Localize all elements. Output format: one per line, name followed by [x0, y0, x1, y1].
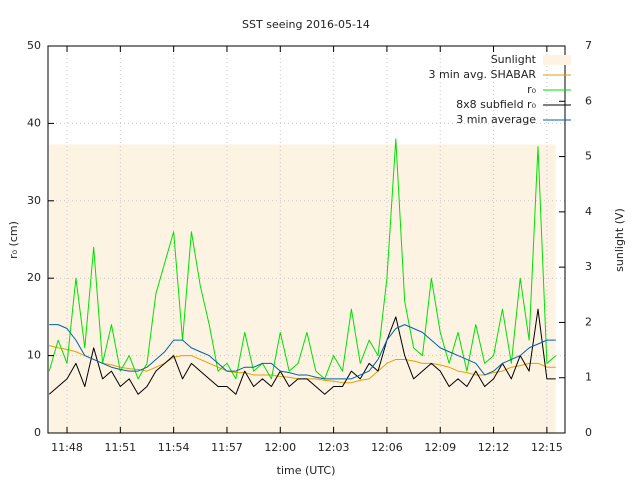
series-line — [48, 308, 556, 395]
y2-tick-label: 2 — [585, 315, 592, 328]
plot-frame — [47, 45, 566, 434]
legend-swatch — [543, 55, 571, 65]
y-tick-label: 40 — [27, 116, 41, 129]
x-axis-label: time (UTC) — [277, 464, 336, 477]
legend-label: 8x8 subfield r₀ — [456, 98, 536, 111]
chart-title: SST seeing 2016-05-14 — [242, 18, 370, 31]
x-tick-label: 11:51 — [104, 441, 136, 454]
legend-label: 3 min avg. SHABAR — [429, 68, 537, 81]
x-tick-label: 12:03 — [318, 441, 350, 454]
y-tick-label: 50 — [27, 39, 41, 52]
y2-tick-label: 0 — [585, 426, 592, 439]
x-tick-label: 11:57 — [211, 441, 243, 454]
legend-label: r₀ — [527, 83, 537, 96]
legend-label: 3 min average — [456, 113, 536, 126]
y2-tick-label: 5 — [585, 150, 592, 163]
y2-tick-label: 4 — [585, 205, 592, 218]
y-tick-label: 10 — [27, 349, 41, 362]
x-tick-label: 12:00 — [264, 441, 296, 454]
y2-tick-label: 6 — [585, 94, 592, 107]
x-tick-label: 12:09 — [424, 441, 456, 454]
series-line — [49, 324, 556, 380]
y-tick-label: 30 — [27, 194, 41, 207]
x-tick-label: 11:48 — [51, 441, 83, 454]
y2-tick-label: 7 — [585, 39, 592, 52]
y-tick-label: 0 — [34, 426, 41, 439]
series-line — [48, 138, 557, 380]
y-tick-label: 20 — [27, 271, 41, 284]
x-tick-label: 12:06 — [371, 441, 403, 454]
x-tick-label: 11:54 — [158, 441, 190, 454]
y2-tick-label: 1 — [585, 371, 592, 384]
sunlight-area — [49, 144, 556, 433]
x-tick-label: 12:12 — [478, 441, 510, 454]
x-tick-label: 12:15 — [531, 441, 563, 454]
y2-tick-label: 3 — [585, 260, 592, 273]
y-axis-label: r₀ (cm) — [7, 221, 20, 259]
legend-label: Sunlight — [491, 53, 537, 66]
y2-axis-label: sunlight (V) — [613, 208, 626, 272]
